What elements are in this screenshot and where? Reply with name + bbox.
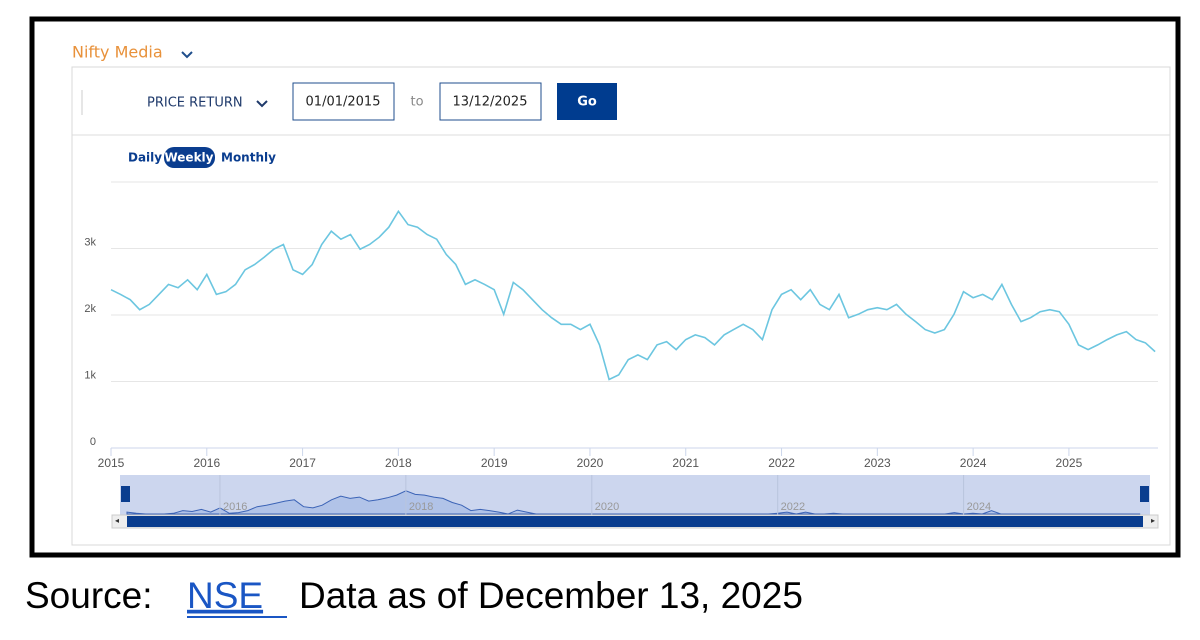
from-date: 01/01/2015 (306, 95, 381, 110)
plot: 0 1k 2k 3k 2015 2016 2017 2018 2019 2020 2021 2022 2… (84, 181, 1158, 515)
nav-handle[interactable] (121, 486, 130, 502)
x-tick-label: 2021 (672, 456, 699, 470)
to-date-input[interactable] (439, 82, 542, 121)
x-tick-label: 2023 (864, 456, 891, 470)
navigator-label: 2022 (781, 501, 805, 513)
y-tick-label: 3k (84, 236, 96, 248)
x-tick-label: 2022 (768, 456, 795, 470)
period-tab[interactable]: Monthly (221, 151, 276, 165)
y-tick-label: 2k (84, 303, 96, 315)
x-tick-label: 2018 (385, 456, 412, 470)
x-tick-label: 2015 (98, 456, 125, 470)
period-active (164, 147, 215, 168)
period-tab[interactable]: Weekly (164, 151, 213, 165)
navigator-label: 2018 (409, 501, 433, 513)
go-label: Go (577, 95, 597, 110)
scroll-right[interactable]: ▸ (1151, 516, 1155, 525)
x-tick-label: 2024 (960, 456, 987, 470)
to-date: 13/12/2025 (453, 95, 528, 110)
source-link[interactable]: NSE (187, 575, 263, 616)
navigator-area (126, 490, 1141, 515)
y-tick-label: 1k (84, 369, 96, 381)
from-date-input[interactable] (292, 82, 395, 121)
chevron (256, 100, 268, 108)
navigator-label: 2024 (967, 501, 991, 513)
return-type[interactable]: PRICE RETURN (147, 96, 243, 111)
nav-handle[interactable] (1140, 486, 1149, 502)
x-tick-label: 2020 (577, 456, 604, 470)
navigator-label: 2020 (595, 501, 619, 513)
panel (71, 66, 1171, 546)
to-label: to (410, 95, 423, 110)
x-tick-label: 2019 (481, 456, 508, 470)
navigator-label: 2016 (223, 501, 247, 513)
x-tick-label: 2025 (1056, 456, 1083, 470)
source-prefix: Source: (25, 575, 153, 616)
scrollbar-thumb[interactable] (127, 516, 1143, 527)
data-note: Data as of December 13, 2025 (299, 575, 803, 616)
y-tick-label: 0 (90, 436, 96, 448)
x-tick-label: 2017 (289, 456, 316, 470)
scroll-left[interactable]: ◂ (115, 516, 119, 525)
go-button[interactable] (557, 83, 617, 120)
chevron (181, 51, 193, 59)
period-tab[interactable]: Daily (128, 151, 162, 165)
price-line (110, 209, 1156, 381)
index-selector[interactable]: Nifty Media (72, 43, 163, 62)
x-tick-label: 2016 (193, 456, 220, 470)
